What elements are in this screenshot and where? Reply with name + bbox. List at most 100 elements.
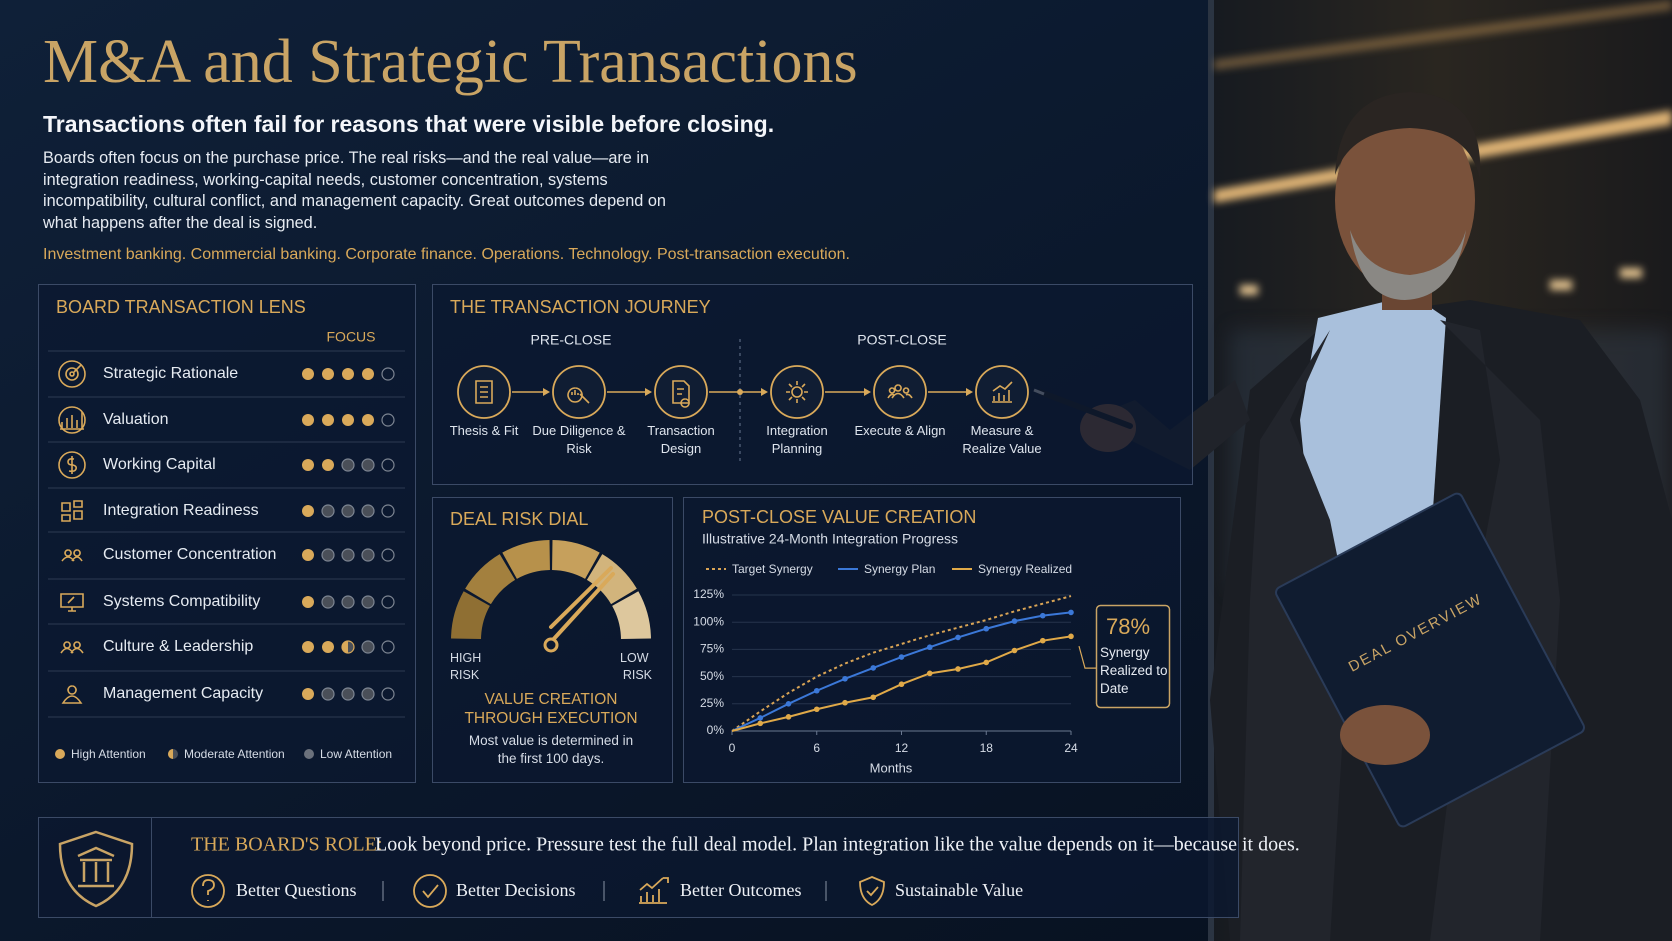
shield-icon (58, 830, 134, 908)
focus-dot (302, 414, 314, 426)
item-label: Better Outcomes (680, 880, 801, 900)
series-point (813, 687, 820, 694)
row-icon (61, 685, 83, 704)
journey-title: THE TRANSACTION JOURNEY (450, 297, 711, 317)
item-icon (859, 876, 885, 907)
series-point (757, 720, 764, 727)
step-label: Execute & Align (854, 423, 946, 438)
lens-title: BOARD TRANSACTION LENS (56, 297, 306, 317)
x-axis-label: Months (870, 760, 913, 775)
focus-dot (321, 687, 335, 701)
icon-glyph (567, 387, 590, 404)
row-label: Customer Concentration (103, 546, 276, 563)
focus-dot (342, 368, 354, 380)
focus-dot (302, 641, 314, 653)
legend-dot (55, 749, 65, 759)
phase-node (737, 389, 743, 395)
dial-segment (465, 554, 516, 605)
icon-glyph (475, 380, 493, 404)
series-point (926, 670, 933, 677)
step-circle (873, 365, 927, 419)
focus-dot (322, 459, 334, 471)
series-point (898, 654, 905, 660)
legend-dot (304, 749, 314, 759)
item-icon (413, 874, 447, 908)
focus-dot (321, 504, 335, 518)
legend-dot-half (168, 749, 173, 759)
series-point (785, 714, 792, 720)
focus-dot (302, 368, 314, 380)
focus-dot (342, 414, 354, 426)
photo: DEAL OVERVIEW (1033, 0, 1672, 941)
y-tick-label: 100% (693, 614, 724, 628)
item-icon (191, 874, 225, 908)
focus-dot (381, 413, 395, 427)
icon-glyph (60, 593, 84, 612)
row-icon (58, 406, 86, 434)
row-icon (61, 549, 83, 562)
step-icon (475, 380, 493, 404)
item-label: Better Questions (236, 880, 356, 900)
series-point (842, 675, 848, 682)
focus-label: FOCUS (327, 329, 376, 345)
step-circle (654, 365, 708, 419)
focus-dot (362, 368, 374, 380)
row-label: Strategic Rationale (103, 365, 238, 382)
icon-glyph (672, 380, 690, 408)
series-point (1039, 612, 1046, 619)
focus-dot (381, 687, 395, 701)
role-panel (38, 817, 1239, 918)
legend-label: High Attention (71, 747, 146, 761)
dial-segment (586, 554, 637, 605)
row-label: Working Capital (103, 456, 216, 473)
callout-text: Synergy Realized to Date (1100, 645, 1168, 696)
focus-dot (341, 687, 355, 701)
focus-dot (322, 368, 334, 380)
x-tick-label: 6 (813, 741, 820, 755)
focus-dot (361, 504, 375, 518)
tagline: Investment banking. Commercial banking. … (43, 246, 850, 263)
step-label: Integration Planning (766, 423, 828, 456)
dial-needle (549, 572, 615, 644)
focus-dot (381, 548, 395, 562)
phase-label: PRE-CLOSE (531, 332, 612, 348)
role-text: Look beyond price. Pressure test the ful… (375, 834, 1300, 856)
icon-glyph (786, 381, 808, 403)
arrow-head (645, 388, 652, 396)
focus-dot (341, 504, 355, 518)
step-label: Transaction Design (647, 423, 715, 456)
icon-glyph (61, 549, 83, 562)
legend-label: Moderate Attention (184, 747, 285, 761)
arrow-head (864, 388, 871, 396)
item-label: Better Decisions (456, 880, 575, 900)
subtitle: Transactions often fail for reasons that… (43, 111, 775, 137)
series-point (1068, 633, 1074, 640)
row-icon (60, 641, 84, 654)
risk-label: HIGH RISK (450, 651, 485, 682)
focus-dot (361, 548, 375, 562)
focus-dot (321, 595, 335, 609)
series-line (731, 595, 1072, 732)
series-point (870, 694, 877, 701)
icon-glyph (887, 384, 913, 399)
body-text: Boards often focus on the purchase price… (43, 149, 666, 232)
step-label: Thesis & Fit (449, 423, 519, 438)
role-label: THE BOARD'S ROLE: (191, 834, 382, 856)
icon-glyph (191, 874, 225, 908)
row-icon (61, 500, 83, 522)
dial-title: DEAL RISK DIAL (450, 509, 588, 529)
focus-dot (321, 548, 335, 562)
series-point (983, 625, 990, 632)
title: M&A and Strategic Transactions (43, 28, 858, 96)
dial-segment (612, 591, 651, 639)
focus-dot (361, 458, 375, 472)
focus-dot (341, 458, 355, 472)
series-point (842, 699, 848, 706)
focus-dot (381, 504, 395, 518)
icon-glyph (60, 641, 84, 654)
y-tick-label: 125% (693, 587, 724, 601)
legend-label: Synergy Plan (864, 562, 935, 576)
legend-label: Low Attention (320, 747, 392, 761)
